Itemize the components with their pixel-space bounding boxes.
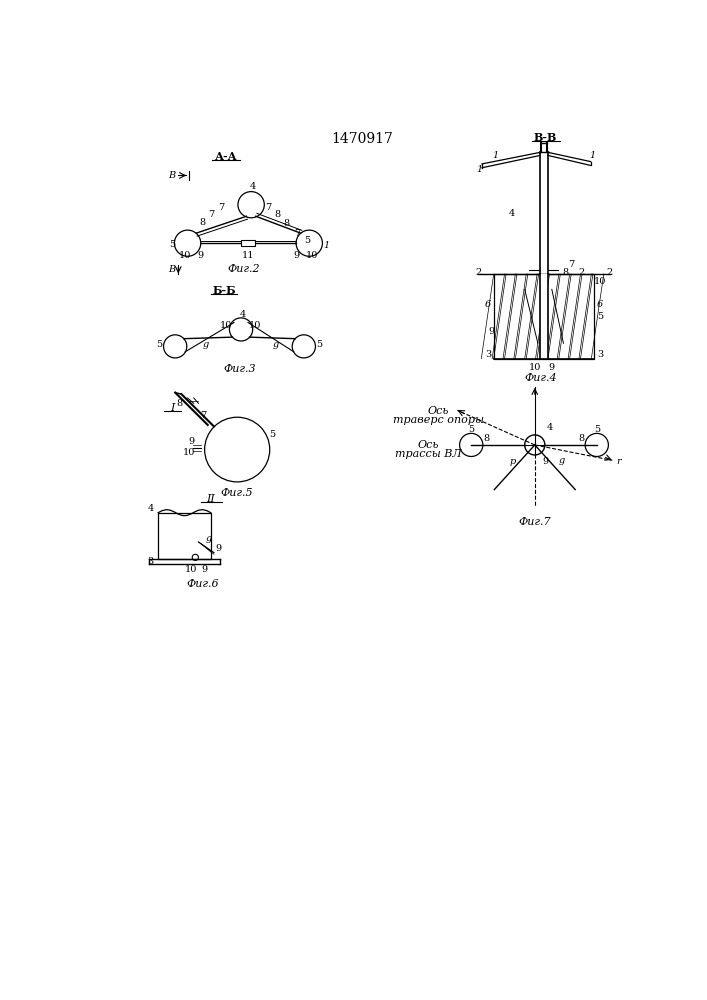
Text: 6: 6 bbox=[485, 300, 491, 309]
Text: 4: 4 bbox=[509, 209, 515, 218]
Text: 10: 10 bbox=[594, 277, 606, 286]
Text: 9: 9 bbox=[216, 544, 221, 553]
Text: Фиг.2: Фиг.2 bbox=[227, 264, 259, 274]
Text: 5: 5 bbox=[269, 430, 275, 439]
Text: 4: 4 bbox=[547, 424, 554, 432]
Text: 4: 4 bbox=[240, 310, 246, 319]
Text: 1: 1 bbox=[323, 241, 329, 250]
Text: 2: 2 bbox=[607, 268, 613, 277]
Text: II: II bbox=[206, 494, 215, 504]
Text: 9: 9 bbox=[293, 251, 299, 260]
Text: I: I bbox=[170, 403, 174, 413]
Text: 3: 3 bbox=[597, 350, 603, 359]
Text: траверс опоры: траверс опоры bbox=[393, 415, 484, 425]
Text: 9: 9 bbox=[489, 327, 494, 336]
Text: g: g bbox=[206, 534, 212, 543]
Text: 1: 1 bbox=[492, 151, 498, 160]
Text: Ось: Ось bbox=[428, 406, 450, 416]
Text: 8: 8 bbox=[484, 434, 490, 443]
Text: g: g bbox=[202, 340, 209, 349]
Text: 1: 1 bbox=[589, 151, 595, 160]
Text: 8: 8 bbox=[563, 268, 569, 277]
Text: Фиг.6: Фиг.6 bbox=[187, 579, 219, 589]
Text: 5: 5 bbox=[157, 340, 163, 349]
Text: 4: 4 bbox=[147, 504, 153, 513]
Text: g: g bbox=[273, 340, 279, 349]
Text: 10: 10 bbox=[219, 321, 232, 330]
Text: 9: 9 bbox=[201, 565, 208, 574]
Text: Ось: Ось bbox=[417, 440, 438, 450]
Text: трассы ВЛ: трассы ВЛ bbox=[395, 449, 461, 459]
Text: 8: 8 bbox=[177, 399, 183, 408]
Text: 5: 5 bbox=[594, 425, 600, 434]
Text: 10: 10 bbox=[249, 321, 261, 330]
Text: Б-Б: Б-Б bbox=[212, 285, 236, 296]
Text: 10: 10 bbox=[179, 251, 192, 260]
Bar bbox=[540, 274, 548, 359]
Text: Фиг.4: Фиг.4 bbox=[525, 373, 557, 383]
Text: 3: 3 bbox=[147, 557, 153, 566]
Text: 1470917: 1470917 bbox=[331, 132, 393, 146]
Text: Фиг.5: Фиг.5 bbox=[221, 488, 254, 498]
Text: p: p bbox=[510, 457, 516, 466]
Text: 1: 1 bbox=[477, 165, 483, 174]
Text: 7: 7 bbox=[218, 203, 225, 212]
Text: 9: 9 bbox=[198, 251, 204, 260]
Text: В: В bbox=[168, 265, 175, 274]
Text: 10: 10 bbox=[185, 565, 197, 574]
Text: 7: 7 bbox=[200, 411, 206, 420]
Text: 9: 9 bbox=[542, 457, 549, 466]
Text: 4: 4 bbox=[250, 182, 256, 191]
Text: 10: 10 bbox=[529, 363, 541, 372]
Text: 3: 3 bbox=[485, 350, 491, 359]
Text: g: g bbox=[559, 456, 565, 465]
Text: 2: 2 bbox=[578, 268, 585, 277]
Text: 8: 8 bbox=[199, 218, 205, 227]
Text: 10: 10 bbox=[306, 251, 319, 260]
Text: Фиг.3: Фиг.3 bbox=[223, 364, 256, 374]
Text: 10: 10 bbox=[183, 448, 195, 457]
Text: 7: 7 bbox=[208, 210, 214, 219]
Text: 5: 5 bbox=[316, 340, 322, 349]
Text: 9: 9 bbox=[188, 437, 194, 446]
Bar bbox=[241, 240, 255, 246]
Text: 5: 5 bbox=[304, 236, 310, 245]
Text: 5: 5 bbox=[169, 240, 175, 249]
Bar bbox=[158, 513, 211, 559]
Text: 11: 11 bbox=[243, 251, 255, 260]
Text: 6: 6 bbox=[597, 300, 603, 309]
Text: 7: 7 bbox=[295, 229, 300, 238]
Text: 8: 8 bbox=[274, 210, 281, 219]
Text: 7: 7 bbox=[265, 203, 271, 212]
Text: 7: 7 bbox=[568, 260, 574, 269]
Text: В-В: В-В bbox=[534, 132, 557, 143]
Text: 8: 8 bbox=[284, 219, 290, 228]
Text: r: r bbox=[617, 457, 621, 466]
Text: 5: 5 bbox=[597, 312, 603, 321]
Text: 5: 5 bbox=[468, 425, 474, 434]
Text: В: В bbox=[168, 171, 175, 180]
Text: А-А: А-А bbox=[215, 151, 238, 162]
Text: 8: 8 bbox=[578, 434, 585, 443]
Text: 9: 9 bbox=[549, 363, 555, 372]
Text: 2: 2 bbox=[475, 268, 481, 277]
Bar bbox=[493, 274, 595, 359]
Text: Фиг.7: Фиг.7 bbox=[518, 517, 551, 527]
